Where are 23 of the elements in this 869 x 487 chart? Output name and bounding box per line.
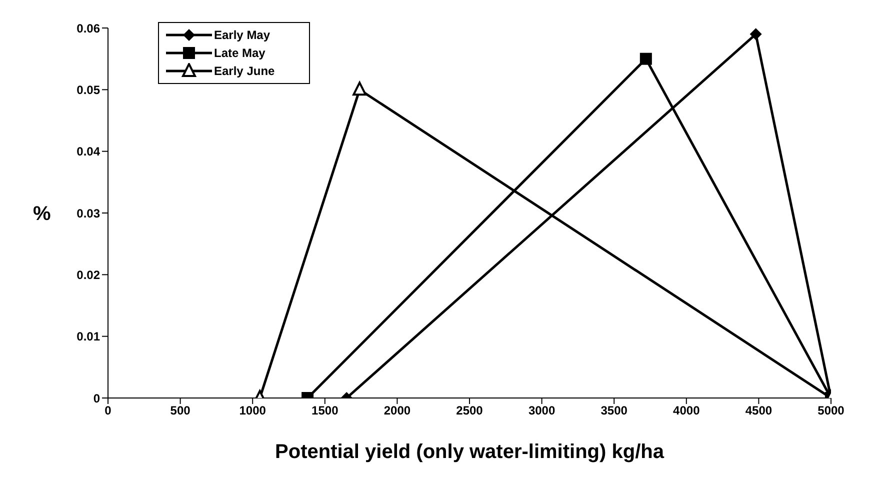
x-tick-label: 2000 [384, 404, 411, 418]
y-tick-label: 0.04 [76, 144, 100, 159]
x-tick-label: 4500 [745, 404, 772, 418]
y-axis-title: % [33, 203, 51, 226]
x-tick-label: 1500 [312, 404, 339, 418]
x-tick-label: 5000 [818, 404, 845, 418]
x-tick-label: 500 [170, 404, 191, 418]
y-tick-label: 0.05 [76, 82, 100, 97]
y-tick-label: 0.03 [76, 206, 100, 220]
x-tick-label: 2500 [456, 404, 484, 418]
x-axis-title: Potential yield (only water-limiting) kg/ha [275, 441, 665, 463]
y-tick-label: 0 [93, 391, 100, 406]
y-tick-label: 0.02 [76, 268, 100, 282]
x-tick-label: 1000 [239, 404, 266, 418]
y-tick-label: 0.01 [76, 330, 100, 344]
x-tick-label: 0 [104, 404, 112, 418]
legend-label: Late May [214, 46, 266, 60]
legend-label: Early June [214, 64, 275, 78]
x-tick-label: 4000 [673, 404, 700, 418]
y-tick-label: 0.06 [76, 21, 100, 36]
x-tick-label: 3500 [600, 404, 628, 418]
x-tick-label: 3000 [528, 404, 556, 418]
legend-label: Early May [214, 28, 270, 42]
